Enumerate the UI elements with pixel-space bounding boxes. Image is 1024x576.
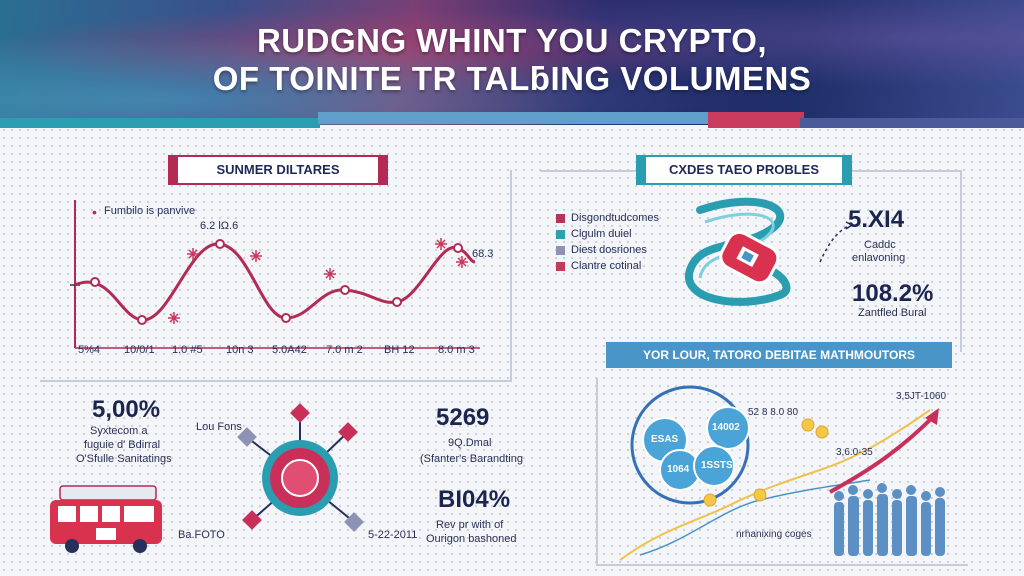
summer-x-tick-label: BH 12 [384, 344, 415, 356]
header-strip-indigo [800, 118, 1024, 128]
credit-card-icon [719, 230, 780, 285]
middle-stat1-line2: (Sfanter's Barandting [420, 453, 523, 465]
hub-core [281, 459, 319, 497]
network-ring [630, 385, 750, 505]
middle-stat1-value: 5269 [436, 404, 490, 431]
exchange-stat1-label1: Caddc [864, 239, 896, 251]
red-growth-arrow [829, 413, 937, 494]
summer-point [340, 285, 350, 295]
exchange-banner: CXDES TAEO PROBLES [636, 155, 852, 185]
legend-swatch [556, 245, 565, 255]
sparkle-icon [456, 256, 468, 268]
header-strip-blue [318, 112, 710, 124]
sun-node [801, 418, 815, 432]
network-label-top: 52 8 8.0 80 [748, 407, 799, 418]
summer-point [90, 277, 100, 287]
exchange-stat2-value: 108.2% [852, 280, 934, 307]
summer-panel-frame [40, 170, 512, 382]
summer-point [281, 313, 291, 323]
exchange-legend-item-3: Diest dosriones [556, 244, 647, 256]
left-stat-line3: O'Sfulle Sanitatings [76, 453, 172, 465]
sparkle-icon [187, 248, 199, 260]
middle-stat2-value: BI04% [438, 486, 511, 513]
hub-node [237, 427, 257, 447]
sun-node [815, 425, 829, 439]
page-title-line2: OF TOINITE TR TALƃING VOLUMENS [212, 60, 812, 97]
bus-icon [50, 485, 162, 553]
network-bubble [706, 406, 750, 450]
sparkle-icon [168, 312, 180, 324]
sparkle-icon [250, 250, 262, 262]
pointer-line [819, 225, 849, 263]
summer-legend-dot: • [92, 204, 97, 220]
summer-x-tick-label: 10/0/1 [124, 344, 155, 356]
network-bubble [693, 445, 735, 487]
summer-point [392, 297, 402, 307]
summer-x-tick-label: 7.0 m 2 [326, 344, 363, 356]
network-bubble-label-4: 1SSTS [701, 460, 733, 471]
sparkle-icon [324, 268, 336, 280]
summer-point [453, 243, 463, 253]
exchange-legend-item-2: Clgulm duiel [556, 228, 632, 240]
sun-node [753, 488, 767, 502]
network-label-bottom: nrhanixing coges [736, 529, 812, 540]
crowd-silhouettes [834, 483, 945, 556]
sun-node [703, 493, 717, 507]
summer-x-tick-label: 8.0 m 3 [438, 344, 475, 356]
summer-x-tick-label: 5.0A42 [272, 344, 307, 356]
left-stat-line1: Syxtecom a [90, 425, 148, 437]
teal-ribbon-highlight [698, 212, 775, 279]
left-caption-bottom: Ba.FOTO [178, 529, 225, 541]
middle-stat1-line1: 9Q.Dmal [448, 437, 492, 449]
left-stat-value: 5,00% [92, 396, 161, 423]
middle-stat2-line1: Rev pr with of [436, 519, 504, 531]
legend-swatch [556, 213, 565, 223]
exchange-stat1-label2: enlavoning [852, 252, 906, 264]
exchange-stat1-value: 5.XI4 [848, 206, 905, 233]
summer-point [215, 239, 225, 249]
exchange-stat2-label: Zantfled Bural [858, 307, 927, 319]
summer-peak-label: 6.2 lΩ.6 [200, 220, 239, 232]
exchange-legend-item-4: Clantre cotinal [556, 260, 641, 272]
legend-swatch [556, 261, 565, 271]
sparkle-icon [435, 238, 447, 250]
summer-x-tick-label: 1.0 #5 [172, 344, 203, 356]
summer-point [137, 315, 147, 325]
network-bubble-label-2: 14002 [712, 422, 740, 433]
hub-node [290, 403, 310, 423]
teal-ribbon [684, 197, 791, 306]
summer-x-tick-label: 10n 3 [226, 344, 254, 356]
page-title-line1: RUDGNG WHINT YOU CRYPTO, [256, 22, 768, 59]
summer-legend: Fumbilo is panvive [104, 205, 196, 217]
network-label-mid: 3,6.0-35 [836, 447, 873, 458]
header-strip-teal [0, 118, 320, 128]
header-banner [0, 0, 1024, 125]
middle-stat2-line2: Ourigon bashoned [426, 533, 517, 545]
network-banner: YOR LOUR, TATORO DEBITAE MATHMOUTORS [606, 342, 952, 368]
header-strip-red [708, 112, 804, 128]
summer-right-label: 68.3 [472, 248, 494, 260]
network-panel-frame [596, 378, 968, 566]
network-label-right: 3,5JT-1060 [896, 391, 947, 402]
exchange-legend-item-1: Disgondtudcomes [556, 212, 659, 224]
hub-node [344, 512, 364, 532]
network-bubble-label-3: 1064 [667, 464, 690, 475]
legend-swatch [556, 229, 565, 239]
summer-x-tick-label: 5%4 [78, 344, 101, 356]
network-bubble-label-1: ESAS [651, 434, 679, 445]
left-stat-line2: fuguie d' Bdirral [84, 439, 161, 451]
gold-trend-line [619, 409, 931, 561]
left-caption-top: Lou Fons [196, 421, 242, 433]
summer-banner: SUNMER DILTARES [168, 155, 388, 185]
hub-node [338, 422, 358, 442]
middle-caption-bottom: 5-22-2011 [368, 529, 418, 541]
